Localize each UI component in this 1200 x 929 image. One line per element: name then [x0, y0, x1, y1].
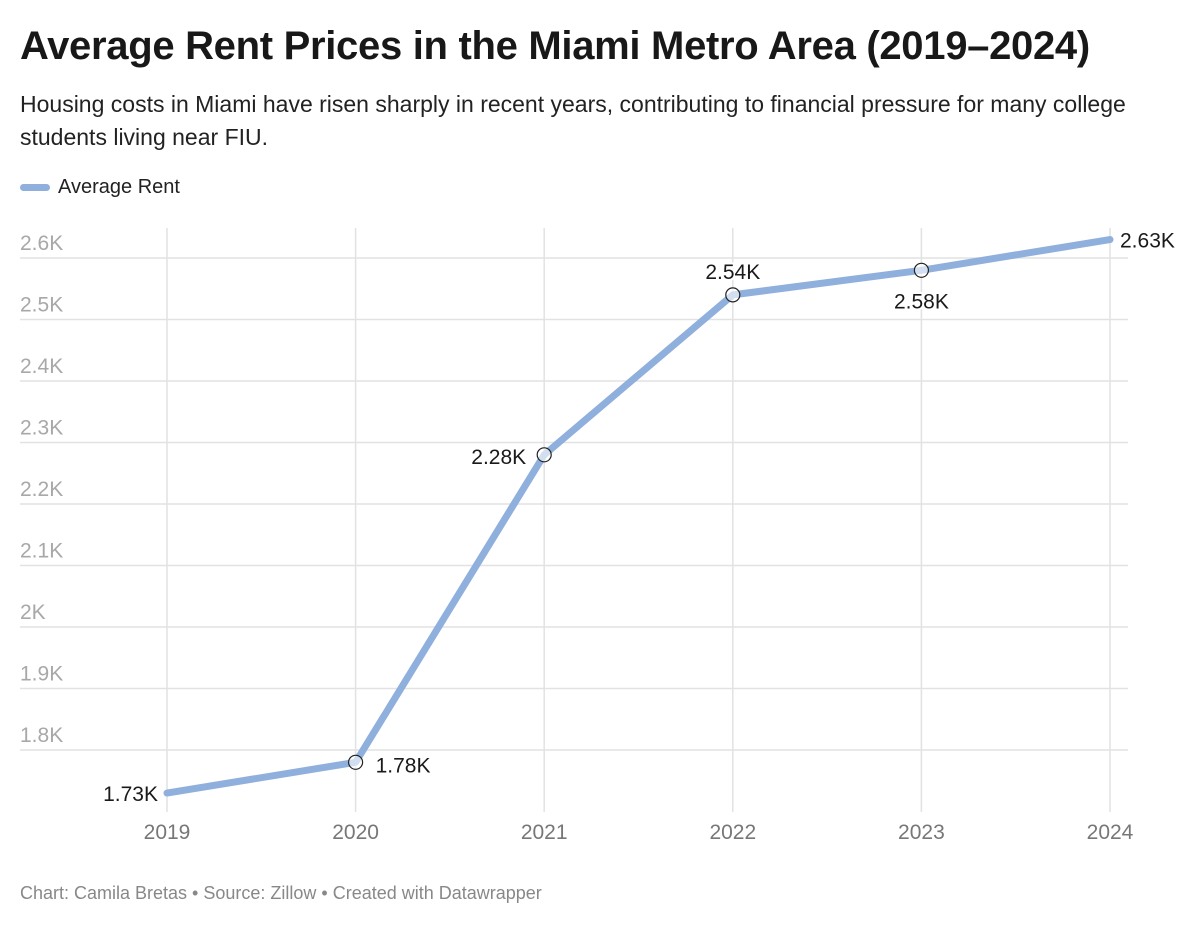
data-label: 1.73K [103, 783, 158, 806]
legend-label: Average Rent [58, 176, 180, 198]
legend-swatch [20, 184, 50, 191]
x-tick-label: 2022 [709, 821, 756, 844]
x-tick-label: 2024 [1087, 821, 1134, 844]
data-point-marker [536, 447, 552, 463]
y-tick-label: 2.5K [20, 294, 63, 317]
x-tick-label: 2019 [144, 821, 191, 844]
data-label: 2.63K [1120, 230, 1175, 253]
y-tick-label: 1.8K [20, 724, 63, 747]
y-tick-label: 2.1K [20, 540, 63, 563]
x-tick-label: 2023 [898, 821, 945, 844]
y-tick-label: 2.4K [20, 355, 63, 378]
x-tick-label: 2020 [332, 821, 379, 844]
chart-subtitle: Housing costs in Miami have risen sharpl… [20, 91, 1126, 150]
x-tick-label: 2021 [521, 821, 568, 844]
data-point-marker [348, 754, 364, 770]
data-point-marker [913, 262, 930, 278]
data-label: 2.58K [894, 290, 949, 313]
chart-footer: Chart: Camila Bretas • Source: Zillow • … [20, 883, 542, 903]
y-tick-label: 2.2K [20, 478, 63, 501]
data-label: 1.78K [376, 754, 431, 777]
chart-title: Average Rent Prices in the Miami Metro A… [20, 24, 1090, 68]
data-point-marker [725, 287, 741, 303]
y-tick-label: 1.9K [20, 663, 63, 686]
data-label: 2.54K [705, 261, 760, 284]
data-label: 2.28K [471, 446, 526, 469]
y-tick-label: 2K [20, 601, 46, 624]
y-tick-label: 2.3K [20, 417, 63, 440]
y-tick-label: 2.6K [20, 232, 63, 255]
series-line-average-rent [163, 236, 1114, 797]
legend: Average Rent [20, 176, 180, 199]
